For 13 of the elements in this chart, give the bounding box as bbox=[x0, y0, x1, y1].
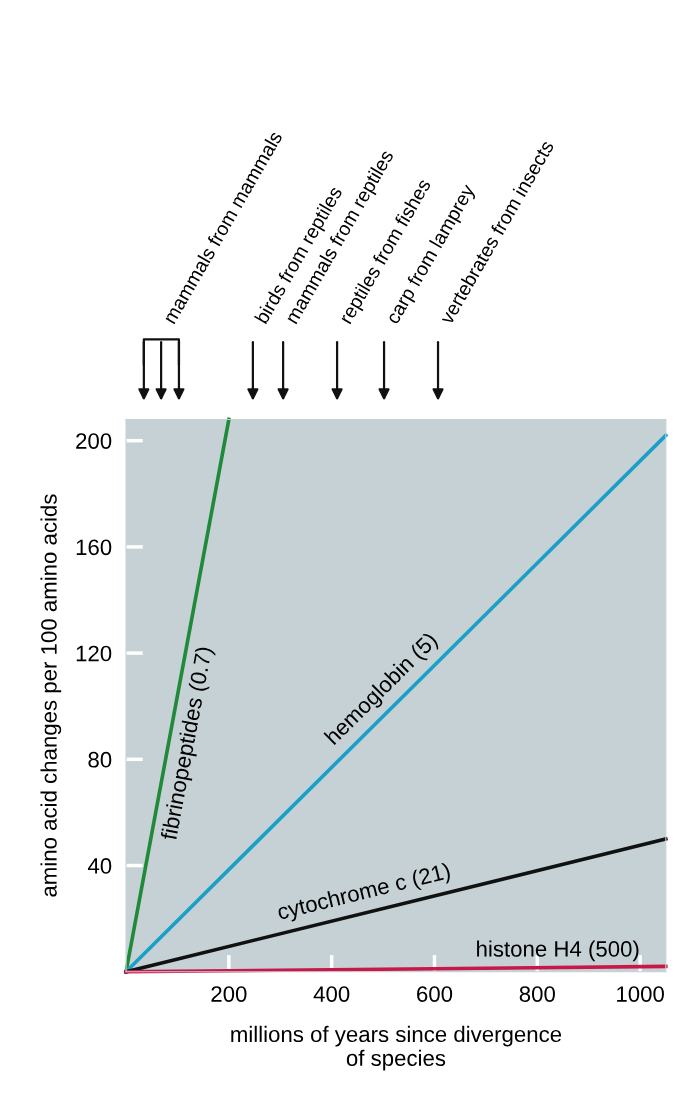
y-axis-title: amino acid changes per 100 amino acids bbox=[40, 494, 62, 897]
y-tick-label: 120 bbox=[76, 645, 112, 662]
x-tick-label: 400 bbox=[313, 986, 350, 1002]
x-tick-label: 600 bbox=[417, 986, 453, 1002]
y-tick-label: 160 bbox=[76, 539, 112, 556]
x-axis-title: millions of years since divergence of species bbox=[231, 1025, 562, 1071]
series-label: histone H4 (500) bbox=[477, 940, 639, 962]
y-tick-label: 200 bbox=[76, 433, 112, 449]
x-tick-label: 1000 bbox=[617, 986, 664, 1002]
y-tick-label: 40 bbox=[87, 858, 112, 874]
y-tick-label: 80 bbox=[88, 751, 112, 768]
x-tick-label: 200 bbox=[211, 986, 247, 1002]
x-tick-label: 800 bbox=[519, 986, 555, 1002]
